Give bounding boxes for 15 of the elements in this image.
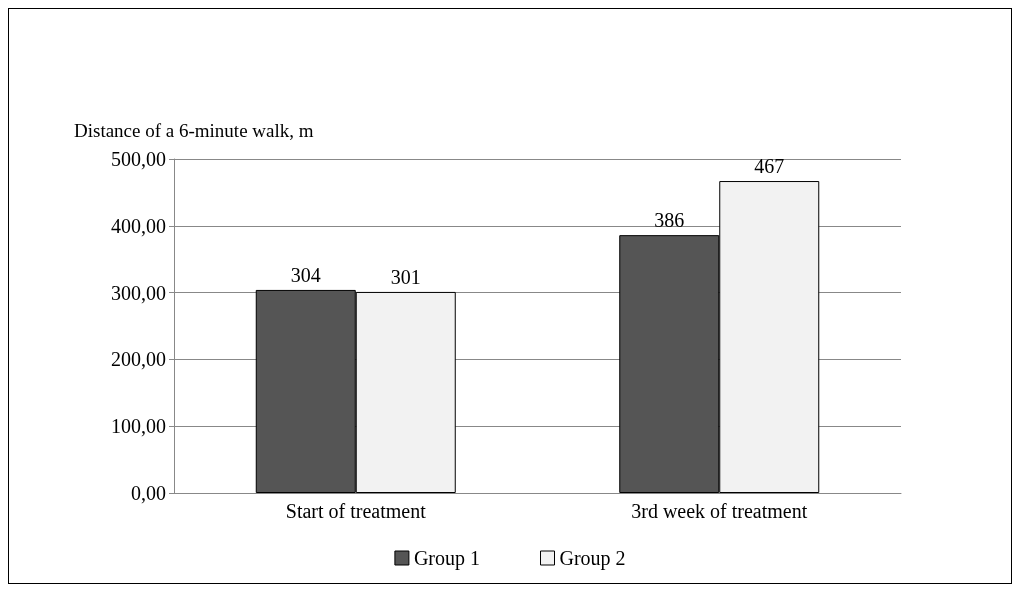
y-tick-label: 500,00	[111, 148, 166, 170]
legend-label: Group 1	[413, 547, 481, 570]
x-tick-label: 3rd week of treatment	[631, 500, 808, 522]
x-tick-label: Start of treatment	[285, 500, 427, 522]
data-label: 304	[290, 263, 321, 286]
y-tick-label: 200,00	[111, 348, 166, 371]
legend-label: Group 2	[559, 547, 626, 570]
y-tick-label: 300,00	[111, 281, 166, 304]
y-tick-label: 100,00	[111, 415, 166, 438]
y-tick-label: 400,00	[111, 214, 166, 237]
data-label: 467	[754, 155, 785, 178]
data-label: 301	[390, 265, 421, 288]
data-label: 386	[654, 209, 685, 232]
y-axis-title: Distance of a 6-minute walk, m	[74, 119, 314, 141]
y-tick-label: 0,00	[131, 482, 166, 504]
